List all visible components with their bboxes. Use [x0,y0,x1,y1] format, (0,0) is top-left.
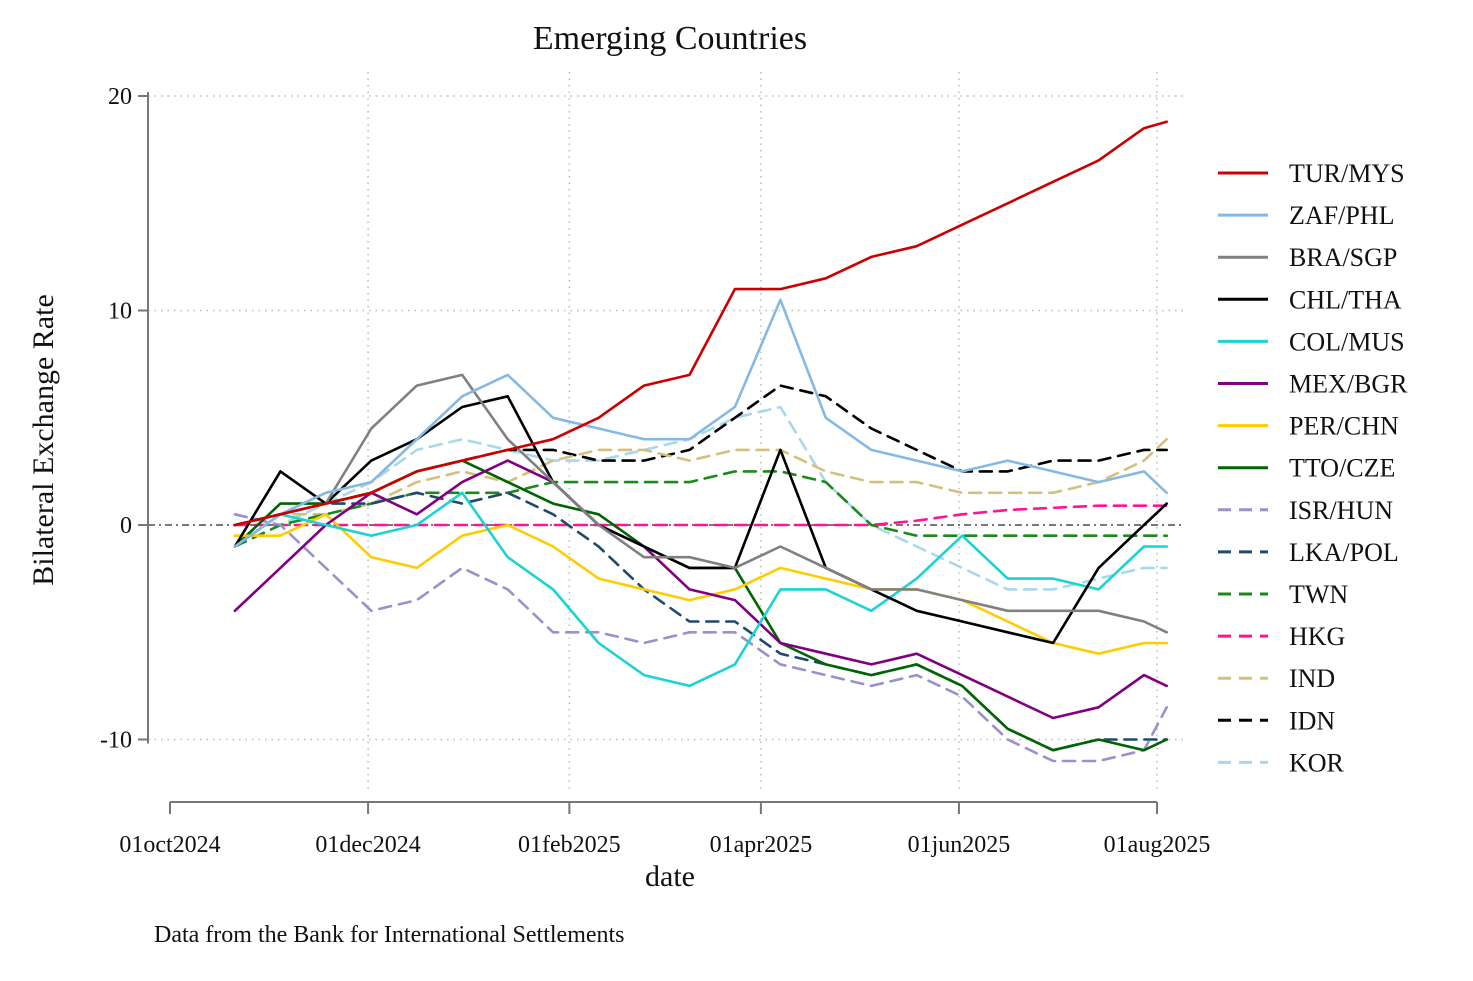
y-tick-label: 20 [108,84,132,110]
chart-title: Emerging Countries [532,20,808,57]
grid-lines [148,72,1185,790]
series-line-mex-bgr [233,459,1168,720]
legend-label: MEX/BGR [1289,370,1408,399]
legend-label: ZAF/PHL [1289,201,1394,230]
series-line-isr-hun [233,512,1168,763]
series-line-col-mus [233,491,1168,688]
legend-label: TTO/CZE [1289,454,1395,483]
legend-label: PER/CHN [1289,412,1399,441]
x-tick-label: 01apr2025 [710,832,813,858]
source-note: Data from the Bank for International Set… [154,922,625,948]
series-line-tur-mys [233,120,1168,527]
legend-label: HKG [1289,622,1345,651]
x-tick-label: 01dec2024 [315,832,420,858]
series-line-zaf-phl [233,298,1168,548]
series-line-chl-tha [233,394,1168,645]
legend-label: IND [1289,664,1335,693]
legend-label: CHL/THA [1289,285,1402,314]
legend-label: KOR [1289,748,1345,777]
legend-label: LKA/POL [1289,538,1399,567]
x-tick-label: 01oct2024 [119,832,220,858]
legend-label: COL/MUS [1289,327,1405,356]
series-line-kor [233,405,1168,591]
x-tick-label: 01aug2025 [1104,832,1211,858]
y-tick-label: -10 [100,728,132,754]
axes: 20 10 0 -10 01oct2024 01dec2024 01feb2025 01apr… [100,84,1210,858]
legend-label: BRA/SGP [1289,243,1397,272]
series-line-ind [233,437,1168,527]
series-line-bra-sgp [233,373,1168,634]
series-line-hkg [233,504,1168,527]
legend-label: ISR/HUN [1289,496,1393,525]
series-line-lka-pol [233,491,1168,752]
x-axis-label: date [645,860,695,893]
legend-label: TUR/MYS [1289,159,1405,188]
x-tick-label: 01feb2025 [518,832,621,858]
x-tick-label: 01jun2025 [908,832,1011,858]
legend: TUR/MYS ZAF/PHL BRA/SGP CHL/THA COL/MUS MEX/B… [1218,159,1408,777]
legend-label: TWN [1289,580,1348,609]
y-tick-label: 10 [108,299,132,325]
y-tick-label: 0 [120,513,132,539]
series-layer [233,120,1168,763]
legend-label: IDN [1289,706,1335,735]
